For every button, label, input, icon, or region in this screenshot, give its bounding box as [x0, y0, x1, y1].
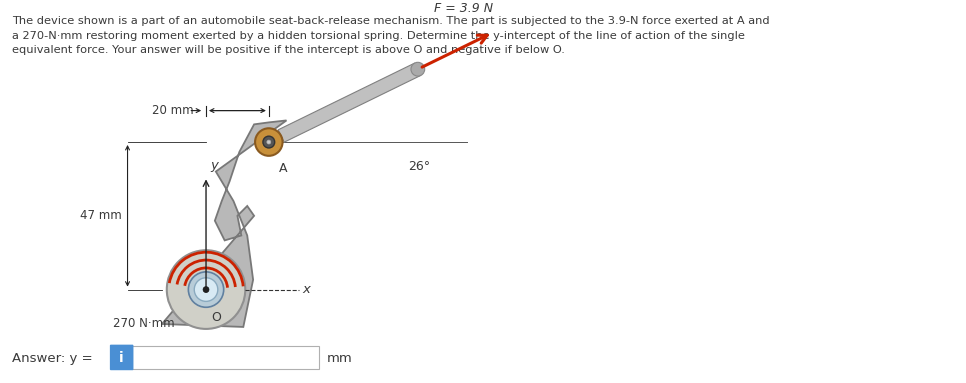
- Circle shape: [411, 62, 425, 76]
- Circle shape: [255, 128, 282, 156]
- Text: 26°: 26°: [408, 160, 430, 173]
- Circle shape: [263, 136, 274, 148]
- Text: The device shown is a part of an automobile seat-back-release mechanism. The par: The device shown is a part of an automob…: [12, 16, 769, 55]
- Text: F = 3.9 N: F = 3.9 N: [434, 2, 493, 15]
- FancyBboxPatch shape: [132, 345, 319, 369]
- Circle shape: [188, 272, 224, 307]
- Text: x: x: [302, 283, 310, 296]
- Text: y: y: [210, 159, 217, 172]
- Circle shape: [194, 278, 217, 301]
- FancyBboxPatch shape: [110, 345, 133, 370]
- Text: 20 mm: 20 mm: [152, 104, 194, 117]
- Text: mm: mm: [327, 352, 353, 365]
- Text: 270 N·mm: 270 N·mm: [113, 317, 175, 330]
- Circle shape: [203, 286, 209, 293]
- Text: A: A: [278, 162, 287, 175]
- Polygon shape: [162, 120, 287, 327]
- Text: i: i: [120, 352, 124, 365]
- Circle shape: [167, 250, 245, 329]
- Text: 47 mm: 47 mm: [80, 210, 122, 222]
- Text: Answer: y =: Answer: y =: [12, 352, 93, 365]
- Circle shape: [267, 140, 270, 144]
- Text: O: O: [211, 311, 221, 324]
- Polygon shape: [278, 63, 421, 142]
